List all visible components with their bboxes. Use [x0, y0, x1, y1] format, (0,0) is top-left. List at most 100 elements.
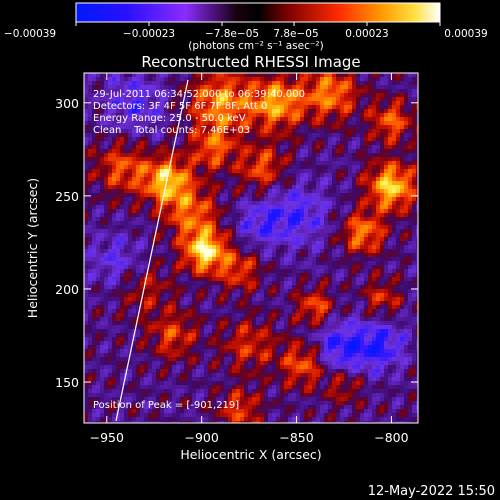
heatmap-cell: [272, 137, 277, 142]
heatmap-cell: [96, 181, 101, 186]
heatmap-cell: [124, 177, 129, 182]
heatmap-cell: [300, 85, 305, 90]
heatmap-cell: [140, 257, 145, 262]
heatmap-cell: [276, 381, 281, 386]
heatmap-cell: [128, 85, 133, 90]
heatmap-cell: [260, 149, 265, 154]
heatmap-cell: [268, 397, 273, 402]
heatmap-cell: [108, 397, 113, 402]
heatmap-cell: [228, 297, 233, 302]
heatmap-cell: [164, 361, 169, 366]
heatmap-cell: [108, 353, 113, 358]
heatmap-cell: [196, 377, 201, 382]
heatmap-cell: [92, 277, 97, 282]
heatmap-cell: [216, 177, 221, 182]
heatmap-cell: [200, 353, 205, 358]
heatmap-cell: [280, 201, 285, 206]
heatmap-cell: [116, 377, 121, 382]
heatmap-cell: [120, 405, 125, 410]
heatmap-cell: [296, 97, 301, 102]
heatmap-cell: [284, 301, 289, 306]
heatmap-cell: [240, 209, 245, 214]
heatmap-cell: [108, 321, 113, 326]
heatmap-cell: [160, 297, 165, 302]
heatmap-cell: [232, 245, 237, 250]
heatmap-cell: [268, 97, 273, 102]
heatmap-cell: [300, 157, 305, 162]
heatmap-cell: [308, 261, 313, 266]
heatmap-cell: [240, 261, 245, 266]
heatmap-cell: [96, 373, 101, 378]
heatmap-cell: [280, 373, 285, 378]
heatmap-cell: [280, 353, 285, 358]
heatmap-cell: [168, 169, 173, 174]
heatmap-cell: [276, 417, 281, 422]
heatmap-cell: [172, 317, 177, 322]
heatmap-cell: [164, 297, 169, 302]
heatmap-cell: [304, 225, 309, 230]
heatmap-cell: [252, 181, 257, 186]
heatmap-cell: [188, 145, 193, 150]
heatmap-cell: [124, 313, 129, 318]
heatmap-cell: [108, 361, 113, 366]
heatmap-cell: [268, 381, 273, 386]
heatmap-cell: [136, 349, 141, 354]
heatmap-cell: [132, 73, 137, 78]
heatmap-cell: [156, 113, 161, 118]
heatmap-cell: [272, 113, 277, 118]
heatmap-cell: [256, 293, 261, 298]
heatmap-cell: [152, 93, 157, 98]
heatmap-cell: [240, 165, 245, 170]
heatmap-cell: [132, 401, 137, 406]
heatmap-cell: [104, 329, 109, 334]
heatmap-cell: [92, 249, 97, 254]
heatmap-cell: [240, 205, 245, 210]
heatmap-cell: [296, 241, 301, 246]
heatmap-cell: [228, 189, 233, 194]
heatmap-cell: [300, 177, 305, 182]
heatmap-cell: [276, 277, 281, 282]
heatmap-cell: [224, 161, 229, 166]
heatmap-cell: [120, 305, 125, 310]
heatmap-cell: [176, 217, 181, 222]
heatmap-cell: [300, 345, 305, 350]
heatmap-cell: [168, 133, 173, 138]
heatmap-cell: [108, 73, 113, 78]
heatmap-cell: [224, 325, 229, 330]
heatmap-cell: [300, 405, 305, 410]
heatmap-cell: [296, 317, 301, 322]
heatmap-cell: [144, 409, 149, 414]
heatmap-cell: [232, 237, 237, 242]
heatmap-cell: [136, 145, 141, 150]
heatmap-cell: [164, 185, 169, 190]
heatmap-cell: [240, 337, 245, 342]
heatmap-cell: [96, 389, 101, 394]
heatmap-cell: [272, 77, 277, 82]
heatmap-cell: [136, 109, 141, 114]
heatmap-cell: [120, 297, 125, 302]
heatmap-cell: [168, 109, 173, 114]
heatmap-cell: [136, 77, 141, 82]
heatmap-cell: [216, 145, 221, 150]
heatmap-cell: [272, 165, 277, 170]
heatmap-cell: [216, 93, 221, 98]
heatmap-cell: [236, 89, 241, 94]
heatmap-cell: [208, 273, 213, 278]
heatmap-cell: [272, 85, 277, 90]
heatmap-cell: [228, 377, 233, 382]
heatmap-cell: [84, 341, 89, 346]
heatmap-cell: [88, 297, 93, 302]
heatmap-cell: [184, 93, 189, 98]
heatmap-cell: [144, 309, 149, 314]
heatmap-cell: [196, 261, 201, 266]
heatmap-cell: [172, 289, 177, 294]
heatmap-cell: [124, 137, 129, 142]
heatmap-cell: [272, 233, 277, 238]
heatmap-cell: [148, 277, 153, 282]
heatmap-cell: [132, 169, 137, 174]
heatmap-cell: [184, 413, 189, 418]
heatmap-cell: [108, 201, 113, 206]
heatmap-cell: [136, 365, 141, 370]
heatmap-cell: [152, 193, 157, 198]
heatmap-cell: [196, 213, 201, 218]
